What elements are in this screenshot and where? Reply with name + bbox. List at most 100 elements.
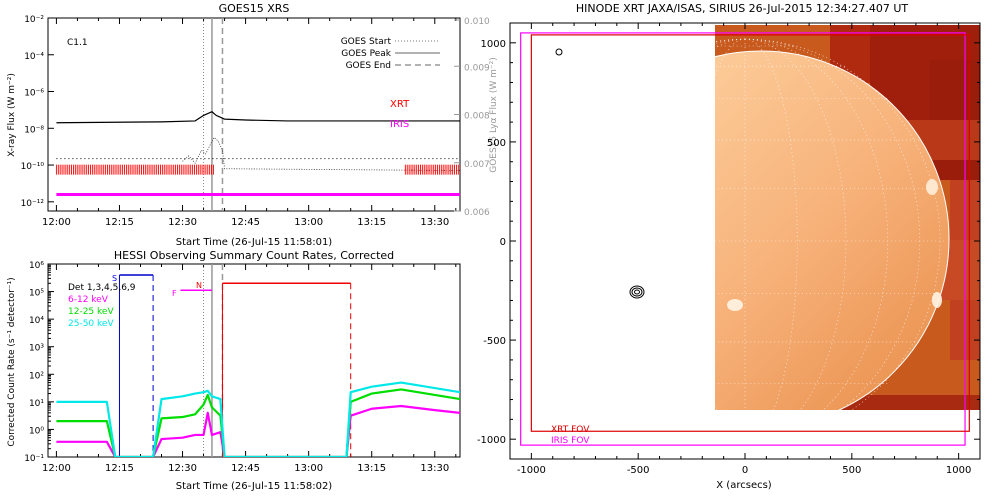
goes-frame [47,17,461,212]
goes-xrs-panel: GOES15 XRS 12:00 12:15 12:30 12:45 13:00 13:1… [7,2,499,248]
legend-goes-start: GOES Start [341,37,392,47]
goes-y-label: X-ray Flux (W m⁻²) [7,73,17,157]
hessi-series-0 [56,404,460,457]
xrt-x-ticks: -1000 -500 0 500 1000 [517,23,971,476]
x-tick-label: 12:45 [231,463,260,474]
iris-label: IRIS [390,119,409,130]
goes-x-label: Start Time (26-Jul-15 11:58:01) [176,237,333,248]
x-tick-label: -500 [627,465,650,476]
y-right-tick-label: 0.006 [464,208,490,218]
x-tick-label: 13:00 [294,217,323,228]
contour [629,285,645,299]
legend-6-12: 6-12 keV [68,295,109,305]
goes-event-lines [203,18,224,211]
y-right-tick-label: 0.008 [464,112,490,122]
y-tick-label: 10⁻⁸ [24,125,44,135]
goes-y-right-ticks: 0.010 0.009 0.008 0.007 0.006 [454,17,490,218]
y-tick-label: 10⁵ [29,289,44,299]
iris-fov-box [520,32,966,446]
y-tick-label: 10⁻¹⁰ [21,162,45,172]
y-tick-label: 1000 [481,39,506,50]
legend-goes-end: GOES End [346,61,391,71]
xrt-x-label: X (arcsecs) [716,480,772,491]
detector-label: Det 1,3,4,5,6,9 [68,283,136,293]
legend-25-50: 25-50 keV [68,319,114,329]
xrt-image [715,25,980,410]
legend-12-25: 12-25 keV [68,307,114,317]
y-tick-label: -1000 [477,435,506,446]
x-tick-label: 13:15 [357,463,386,474]
xrt-label: XRT [390,99,410,110]
goes-y-ticks: 10⁻² 10⁻⁴ 10⁻⁶ 10⁻⁸ 10⁻¹⁰ 10⁻¹² [21,15,54,209]
hessi-series-2 [56,381,460,457]
xrt-fov-label: XRT FOV [551,425,590,435]
solar-disk [715,51,949,410]
y-tick-label: 10⁻² [24,15,44,25]
hessi-x-ticks: 12:00 12:15 12:30 12:45 13:00 13:15 13:30 [42,264,457,474]
flare-flag-label: F [172,289,177,298]
xrt-title: HINODE XRT JAXA/ISAS, SIRIUS 26-Jul-2015… [576,2,909,15]
hessi-y-ticks: 10⁶ 10⁵ 10⁴ 10³ 10² 10¹ 10⁰ 10⁻¹ [24,261,54,464]
goes-x-ticks: 12:00 12:15 12:30 12:45 13:00 13:15 13:30 [42,18,457,228]
solar-limb [715,50,950,410]
heliographic-grid [715,38,947,410]
xrt-image-panel: HINODE XRT JAXA/ISAS, SIRIUS 26-Jul-2015… [477,2,981,491]
marker-circle [555,48,563,56]
x-tick-label: 500 [842,465,861,476]
y-tick-label: 10⁶ [29,261,44,271]
y-tick-label: 10² [29,371,44,381]
x-tick-label: 13:30 [420,217,449,228]
saa-flag-label: S [112,274,117,283]
bright-region-1 [727,299,743,311]
hessi-legend: Det 1,3,4,5,6,9 6-12 keV 12-25 keV 25-50… [68,283,136,329]
y-tick-label: 10⁻¹² [21,199,45,209]
hessi-plot-area [56,381,460,457]
x-tick-label: 12:30 [168,217,197,228]
bright-region-3 [926,179,938,195]
goes-plot-area [55,111,460,196]
x-tick-label: 13:00 [294,463,323,474]
hessi-x-label: Start Time (26-Jul-15 11:58:02) [176,481,333,492]
bright-region-2 [932,292,942,308]
y-tick-label: 10⁴ [29,316,44,326]
y-tick-label: 10⁻⁴ [24,52,44,62]
y-tick-label: 10⁻⁶ [24,89,44,99]
hessi-panel: HESSI Observing Summary Count Rates, Cor… [7,249,461,492]
hessi-title: HESSI Observing Summary Count Rates, Cor… [114,249,394,262]
lya-flux-line [182,136,460,171]
x-tick-label: 12:45 [231,217,260,228]
y-tick-label: 10⁰ [29,426,44,436]
goes-title: GOES15 XRS [219,2,290,15]
iris-fov-label: IRIS FOV [551,436,590,446]
hessi-series-1 [56,388,460,457]
x-tick-label: 13:15 [357,217,386,228]
x-tick-label: -1000 [517,465,546,476]
goes-y-right-label: GOES15 Lyα Flux (W m⁻²) [489,57,499,173]
x-tick-label: 0 [742,465,748,476]
xrt-fov-box [530,34,970,432]
x-tick-label: 12:30 [168,463,197,474]
y-tick-label: -500 [483,336,506,347]
y-tick-label: 10¹ [29,399,44,409]
night-flag-label: N [196,281,202,290]
x-tick-label: 12:15 [105,463,134,474]
xrt-y-ticks: 1000 500 0 -500 -1000 [477,39,980,446]
x-tick-label: 12:15 [105,217,134,228]
longitude-line [744,38,889,410]
x-tick-label: 12:00 [42,217,71,228]
x-tick-label: 13:30 [420,463,449,474]
y-tick-label: 0 [500,237,506,248]
x-tick-label: 1000 [946,465,971,476]
y-tick-label: 10⁻¹ [24,454,44,464]
goes-legend: GOES Start GOES Peak GOES End [341,37,440,71]
xray-long-line [56,111,460,124]
legend-goes-peak: GOES Peak [341,49,391,59]
y-tick-label: 500 [487,138,506,149]
hessi-y-label: Corrected Count Rate (s⁻¹ detector⁻¹) [7,277,17,446]
x-tick-label: 12:00 [42,463,71,474]
y-right-tick-label: 0.007 [464,160,490,170]
flare-class-label: C1.1 [67,38,88,48]
fov-boxes [520,32,970,446]
y-tick-label: 10³ [29,344,44,354]
y-right-tick-label: 0.010 [464,17,490,27]
